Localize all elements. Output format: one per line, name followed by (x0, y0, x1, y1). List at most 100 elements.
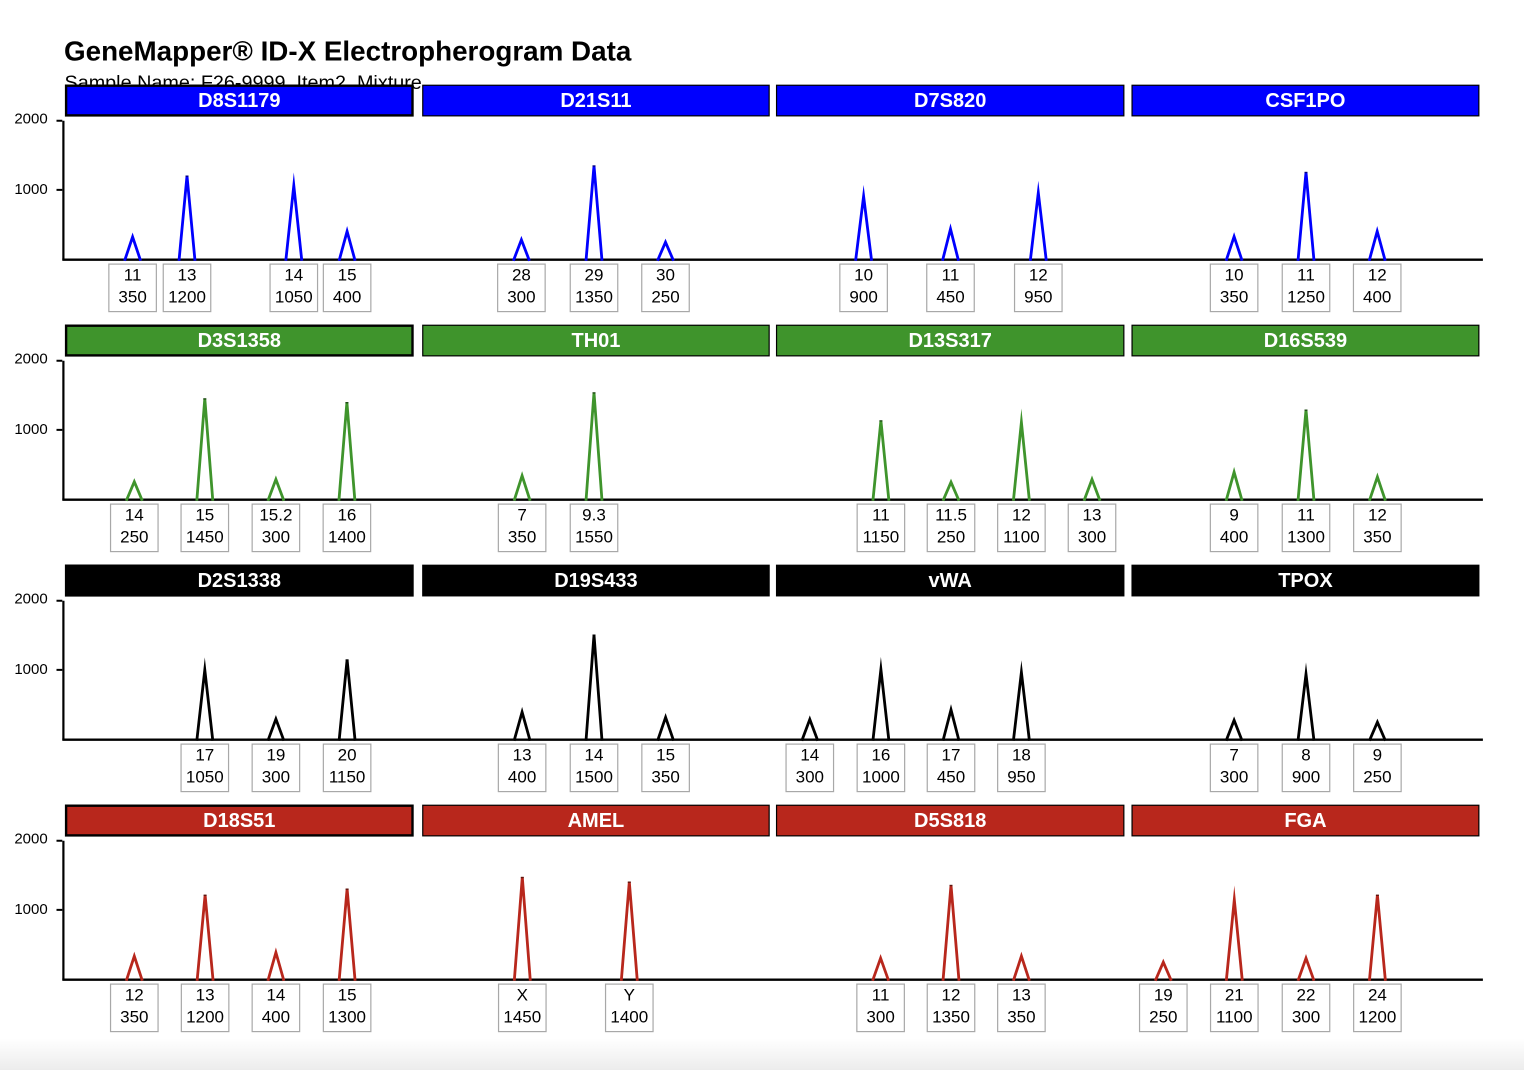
svg-text:15.2: 15.2 (259, 506, 292, 525)
svg-text:Y: Y (624, 986, 635, 1005)
svg-text:D13S317: D13S317 (908, 330, 991, 352)
svg-text:D3S1358: D3S1358 (198, 330, 281, 352)
svg-text:FGA: FGA (1284, 810, 1326, 832)
svg-text:10: 10 (1225, 266, 1244, 285)
svg-text:GeneMapper® ID-X Electropherog: GeneMapper® ID-X Electropherogram Data (64, 36, 632, 67)
svg-text:900: 900 (1292, 767, 1320, 786)
svg-text:17: 17 (942, 746, 961, 765)
svg-text:16: 16 (871, 746, 890, 765)
svg-text:12: 12 (1029, 266, 1048, 285)
svg-text:19: 19 (266, 746, 285, 765)
svg-text:13: 13 (196, 986, 215, 1005)
svg-text:1200: 1200 (186, 1007, 224, 1026)
svg-text:CSF1PO: CSF1PO (1265, 90, 1345, 112)
svg-text:1150: 1150 (863, 527, 900, 546)
svg-text:15: 15 (338, 986, 357, 1005)
svg-text:350: 350 (508, 527, 536, 546)
svg-text:300: 300 (507, 287, 535, 306)
svg-text:1000: 1000 (14, 421, 47, 438)
svg-text:28: 28 (512, 266, 531, 285)
svg-text:1400: 1400 (328, 527, 366, 546)
svg-text:30: 30 (656, 266, 675, 285)
svg-text:250: 250 (651, 287, 679, 306)
svg-text:1150: 1150 (329, 767, 366, 786)
svg-text:950: 950 (1007, 767, 1035, 786)
svg-text:1000: 1000 (862, 767, 900, 786)
svg-text:14: 14 (125, 506, 144, 525)
svg-text:D21S11: D21S11 (560, 90, 631, 112)
svg-text:TPOX: TPOX (1278, 570, 1333, 592)
svg-text:D8S1179: D8S1179 (198, 90, 280, 112)
svg-text:15: 15 (195, 506, 214, 525)
svg-text:2000: 2000 (14, 830, 47, 847)
svg-text:250: 250 (1149, 1007, 1177, 1026)
svg-text:1450: 1450 (503, 1007, 541, 1026)
svg-text:1350: 1350 (932, 1007, 970, 1026)
svg-text:D7S820: D7S820 (914, 90, 986, 112)
svg-text:350: 350 (1220, 287, 1248, 306)
svg-text:9.3: 9.3 (582, 506, 606, 525)
svg-text:2000: 2000 (14, 350, 47, 367)
svg-text:1200: 1200 (1358, 1007, 1396, 1026)
svg-text:250: 250 (937, 527, 965, 546)
svg-text:D5S818: D5S818 (914, 810, 986, 832)
svg-text:12: 12 (1368, 506, 1387, 525)
svg-text:11: 11 (872, 506, 890, 525)
svg-text:13: 13 (513, 746, 532, 765)
svg-text:1050: 1050 (186, 767, 224, 786)
svg-text:300: 300 (262, 767, 290, 786)
svg-text:1100: 1100 (1216, 1007, 1253, 1026)
svg-text:11.5: 11.5 (935, 506, 967, 525)
svg-text:1500: 1500 (575, 767, 613, 786)
svg-text:350: 350 (1007, 1007, 1035, 1026)
svg-text:1550: 1550 (575, 527, 613, 546)
svg-text:300: 300 (796, 767, 824, 786)
svg-text:AMEL: AMEL (568, 810, 625, 832)
svg-text:11: 11 (1297, 266, 1315, 285)
svg-text:1000: 1000 (14, 901, 47, 918)
svg-text:X: X (517, 986, 528, 1005)
svg-text:900: 900 (849, 287, 877, 306)
svg-text:12: 12 (1012, 506, 1031, 525)
svg-text:D2S1338: D2S1338 (198, 570, 281, 592)
svg-text:13: 13 (1012, 986, 1031, 1005)
svg-text:16: 16 (337, 506, 356, 525)
svg-text:24: 24 (1368, 986, 1387, 1005)
svg-text:400: 400 (262, 1007, 290, 1026)
svg-text:1250: 1250 (1287, 287, 1325, 306)
svg-text:2000: 2000 (14, 590, 47, 607)
svg-text:250: 250 (1363, 767, 1391, 786)
svg-text:11: 11 (872, 986, 890, 1005)
svg-text:300: 300 (866, 1007, 894, 1026)
svg-text:11: 11 (1297, 506, 1315, 525)
svg-text:400: 400 (1363, 287, 1391, 306)
svg-text:1000: 1000 (14, 181, 47, 198)
svg-text:400: 400 (508, 767, 536, 786)
svg-text:22: 22 (1297, 986, 1316, 1005)
svg-text:1050: 1050 (275, 287, 313, 306)
svg-text:250: 250 (120, 527, 148, 546)
svg-text:400: 400 (1220, 527, 1248, 546)
svg-text:12: 12 (1368, 266, 1387, 285)
svg-text:15: 15 (656, 746, 675, 765)
svg-text:vWA: vWA (929, 570, 972, 592)
svg-text:350: 350 (118, 287, 146, 306)
svg-text:300: 300 (1220, 767, 1248, 786)
svg-text:14: 14 (284, 266, 303, 285)
svg-text:1300: 1300 (1287, 527, 1325, 546)
svg-text:2000: 2000 (14, 110, 47, 127)
svg-text:1450: 1450 (186, 527, 224, 546)
svg-text:1300: 1300 (328, 1007, 366, 1026)
svg-text:11: 11 (942, 266, 960, 285)
svg-text:12: 12 (125, 986, 144, 1005)
svg-text:350: 350 (651, 767, 679, 786)
svg-text:D18S51: D18S51 (203, 810, 275, 832)
svg-text:1000: 1000 (14, 661, 47, 678)
svg-text:300: 300 (1078, 527, 1106, 546)
svg-text:13: 13 (1083, 506, 1102, 525)
svg-text:10: 10 (854, 266, 873, 285)
svg-text:9: 9 (1373, 746, 1382, 765)
svg-text:11: 11 (124, 266, 142, 285)
svg-text:14: 14 (266, 986, 285, 1005)
svg-text:18: 18 (1012, 746, 1031, 765)
